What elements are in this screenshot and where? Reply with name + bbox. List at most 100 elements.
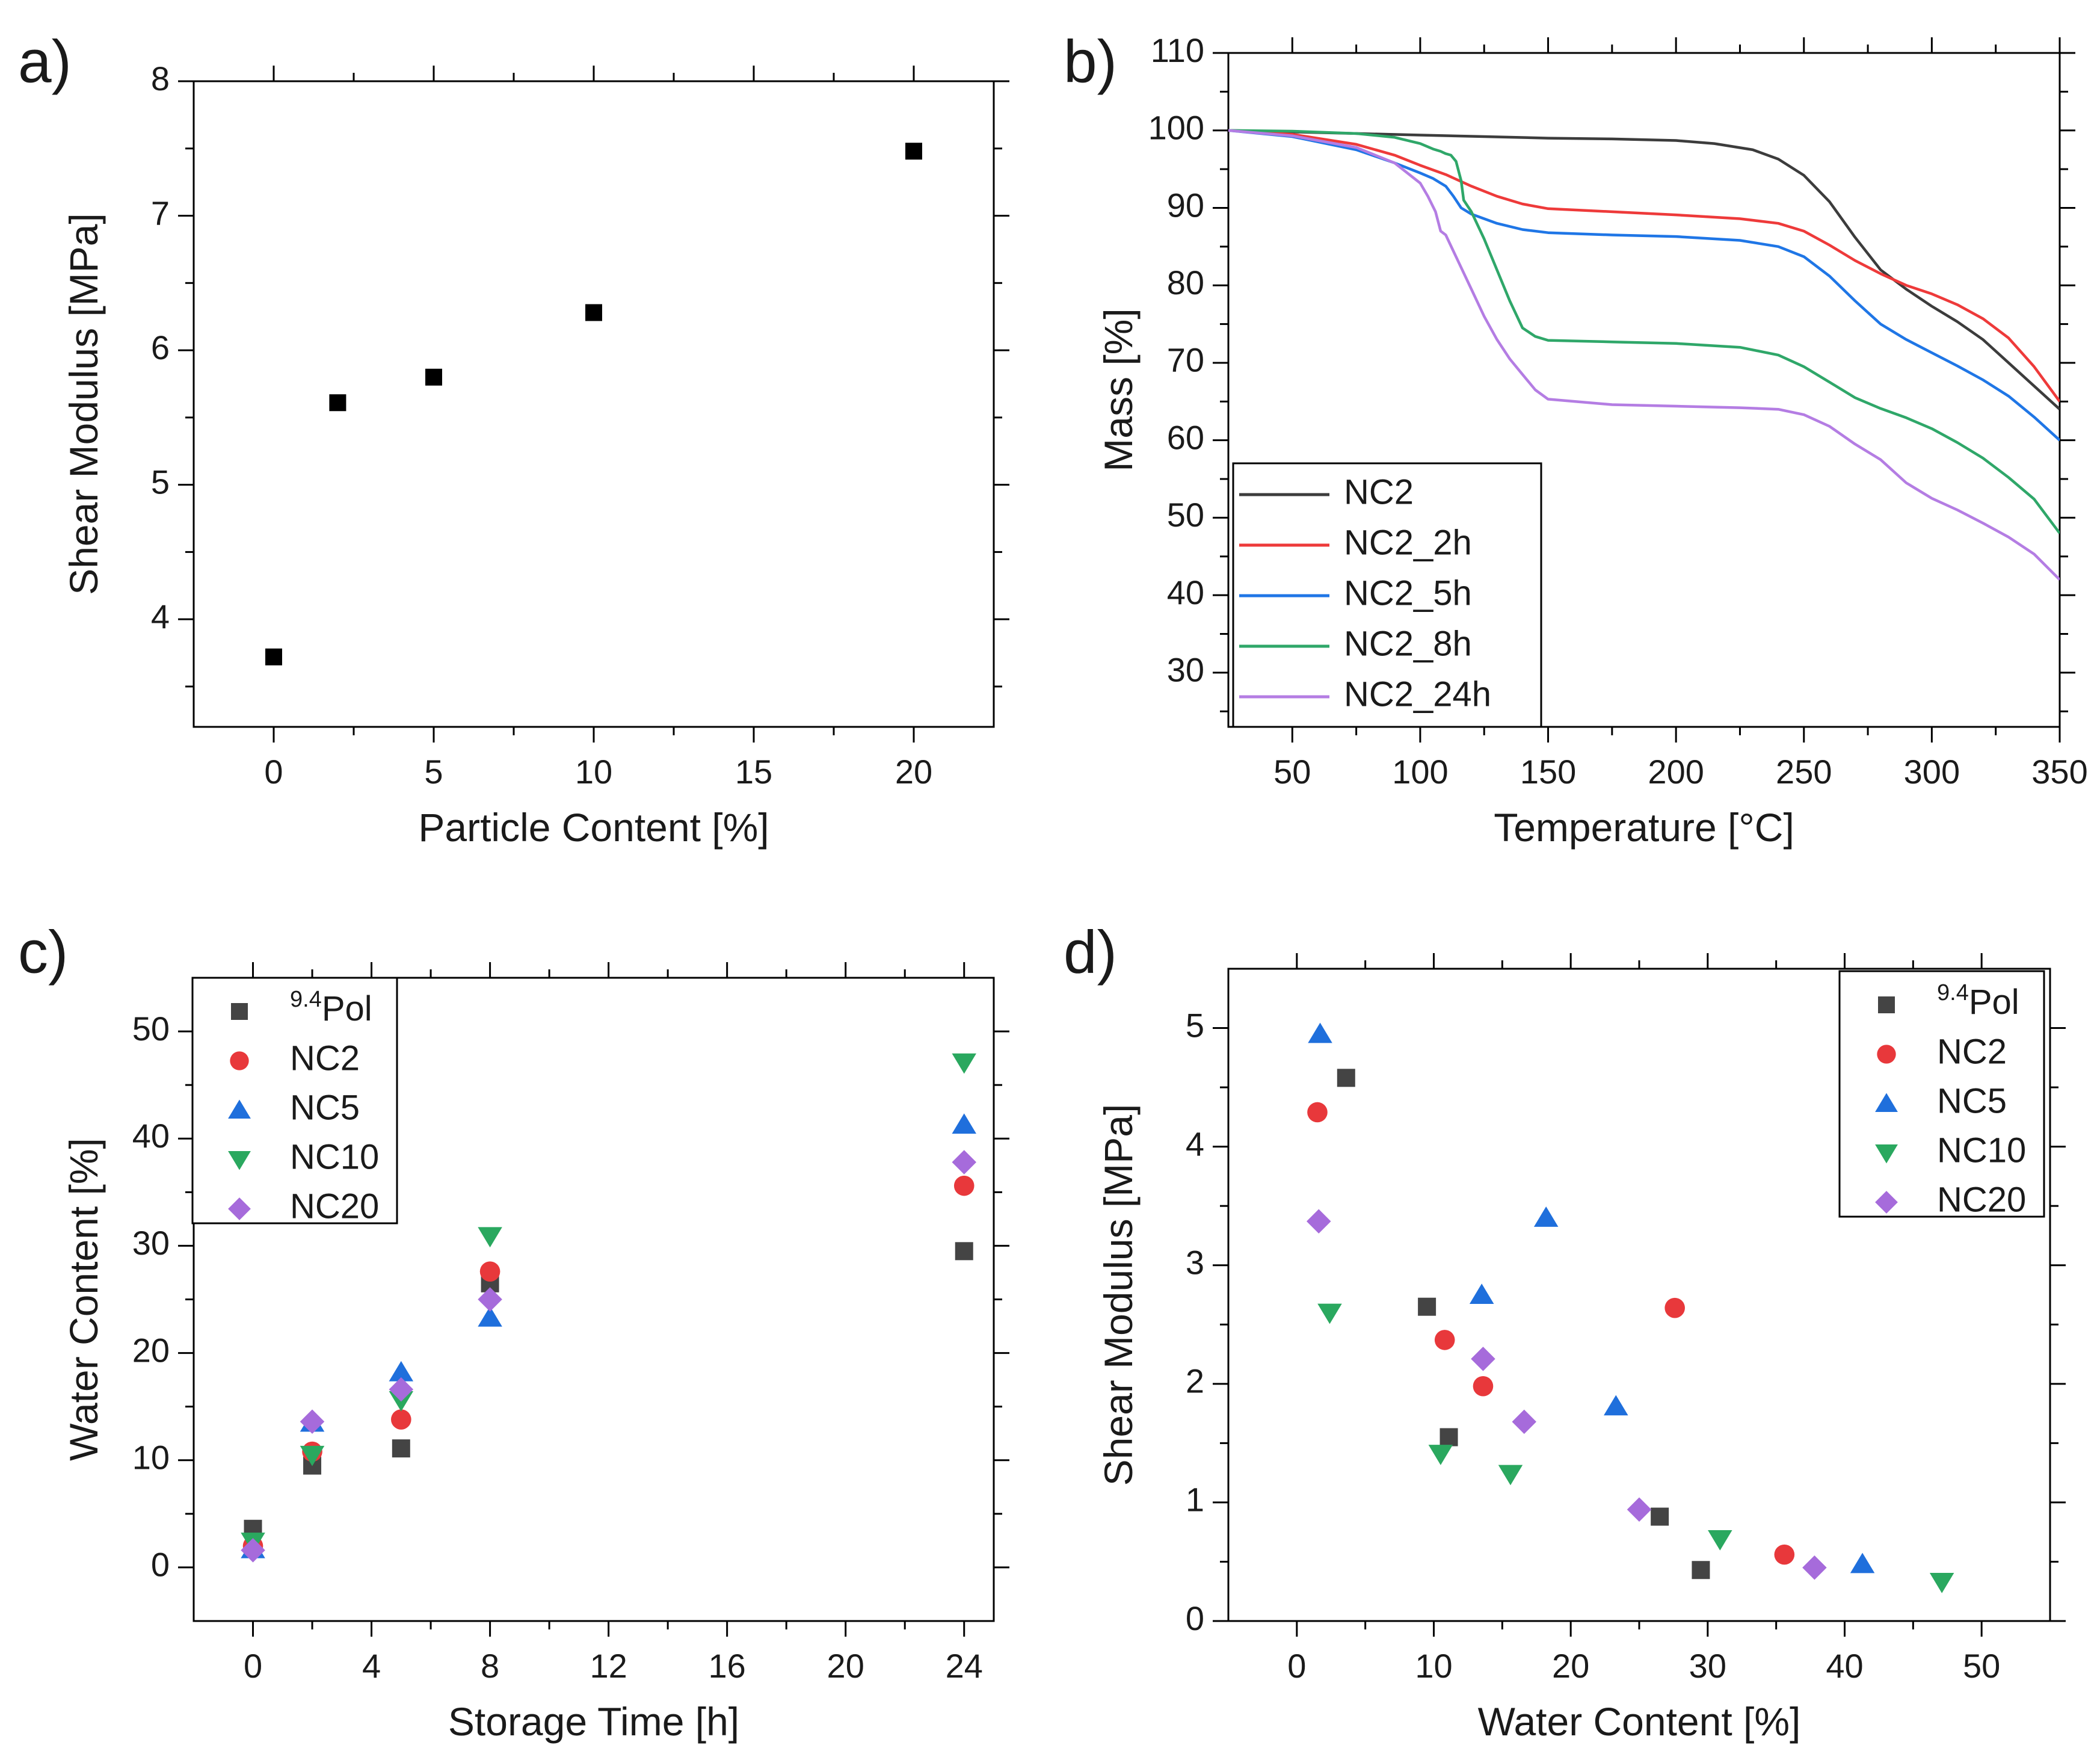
x-tick-label: 200 xyxy=(1648,753,1704,791)
x-tick-label: 0 xyxy=(264,753,283,791)
legend-marker xyxy=(228,1197,251,1220)
x-tick-label: 8 xyxy=(481,1647,499,1685)
data-point-9-4pol xyxy=(392,1439,410,1458)
data-point-9-4pol xyxy=(1692,1561,1710,1579)
series-lines xyxy=(1228,129,2060,581)
x-tick-label: 50 xyxy=(1963,1647,2000,1685)
y-tick-label: 7 xyxy=(151,194,170,232)
data-point-nc5 xyxy=(389,1360,414,1382)
legend-marker xyxy=(230,1051,249,1070)
x-axis-label: Storage Time [h] xyxy=(448,1699,739,1744)
x-tick-label: 100 xyxy=(1392,753,1448,791)
data-point-shear-modulus xyxy=(265,648,282,665)
data-point-shear-modulus xyxy=(585,304,602,321)
y-tick-label: 2 xyxy=(1186,1362,1204,1400)
legend-label: NC20 xyxy=(290,1187,379,1226)
data-point-nc2 xyxy=(479,1261,500,1282)
data-point-nc20 xyxy=(389,1377,414,1402)
data-point-nc2 xyxy=(1307,1102,1328,1123)
data-point-nc10 xyxy=(952,1053,976,1074)
legend-marker xyxy=(1878,996,1895,1013)
data-point-nc2 xyxy=(1664,1297,1685,1318)
data-point-nc20 xyxy=(1512,1409,1537,1434)
panel-c: c) 0 4 8 12 16 20 24 0 10 20 30 40 50 Storage Time [h]… xyxy=(18,918,1009,1744)
x-tick-label: 50 xyxy=(1273,753,1311,791)
data-point-nc2 xyxy=(1434,1330,1455,1350)
y-tick-label: 6 xyxy=(151,329,170,366)
legend-label: NC2 xyxy=(290,1039,360,1078)
data-point-nc10 xyxy=(1708,1530,1732,1551)
x-tick-label: 10 xyxy=(1415,1647,1452,1685)
plot-frame xyxy=(1227,52,2061,728)
y-tick-label: 5 xyxy=(151,463,170,501)
data-point-nc10 xyxy=(1498,1465,1523,1486)
data-point-nc5 xyxy=(478,1306,502,1327)
data-point-9-4pol xyxy=(955,1242,973,1261)
legend-marker xyxy=(1877,1045,1896,1064)
panel-label: b) xyxy=(1064,28,1117,95)
data-point-nc5 xyxy=(1308,1022,1332,1043)
data-point-nc2 xyxy=(391,1409,411,1430)
x-tick-label: 40 xyxy=(1826,1647,1863,1685)
x-axis-label: Water Content [%] xyxy=(1478,1699,1801,1744)
data-point-nc10 xyxy=(1317,1303,1342,1324)
y-tick-label: 0 xyxy=(151,1546,170,1584)
data-point-shear-modulus xyxy=(425,368,442,386)
data-point-9-4pol xyxy=(1440,1428,1458,1447)
y-tick-label: 0 xyxy=(1186,1599,1204,1637)
y-tick-label: 3 xyxy=(1186,1244,1204,1282)
legend-box xyxy=(1838,970,2045,1218)
legend-label-main: Pol xyxy=(322,989,372,1028)
x-axis-label: Temperature [°C] xyxy=(1494,805,1794,850)
legend-box xyxy=(191,977,398,1224)
data-point-nc20 xyxy=(1471,1347,1495,1371)
x-tick-label: 0 xyxy=(1287,1647,1306,1685)
y-axis-label: Water Content [%] xyxy=(61,1138,106,1461)
x-tick-label: 20 xyxy=(1552,1647,1589,1685)
legend-label: NC2 xyxy=(1344,472,1414,511)
legend-label: NC2_8h xyxy=(1344,624,1472,663)
legend-label: NC10 xyxy=(1937,1131,2026,1170)
y-tick-label: 40 xyxy=(132,1117,170,1155)
legend-label: NC2_24h xyxy=(1344,675,1491,714)
data-point-nc20 xyxy=(952,1150,976,1175)
y-tick-label: 8 xyxy=(151,60,170,97)
data-point-nc10 xyxy=(1929,1572,1954,1593)
data-point-nc5 xyxy=(952,1113,976,1134)
x-tick-label: 15 xyxy=(735,753,772,791)
series-line-nc2-24h xyxy=(1228,129,2060,581)
legend-label: NC5 xyxy=(1937,1081,2007,1120)
data-point-nc2 xyxy=(1774,1544,1795,1565)
legend-label: NC5 xyxy=(290,1088,360,1127)
data-point-shear-modulus xyxy=(905,143,922,160)
legend-label: 9.4Pol xyxy=(1937,980,2019,1022)
y-tick-label: 1 xyxy=(1186,1481,1204,1519)
plot-frame xyxy=(192,80,995,728)
legend-label: NC20 xyxy=(1937,1180,2026,1219)
y-tick-label: 100 xyxy=(1148,109,1204,147)
x-tick-label: 10 xyxy=(575,753,612,791)
data-point-nc2 xyxy=(1473,1376,1494,1397)
y-tick-label: 30 xyxy=(1167,651,1204,689)
panel-b: b) 50 100 150 200 250 300 350 30 40 50 60 70 80 90 100 1… xyxy=(1064,28,2088,850)
y-tick-label: 40 xyxy=(1167,573,1204,611)
data-point-shear-modulus xyxy=(329,394,346,412)
x-tick-label: 24 xyxy=(946,1647,983,1685)
data-point-nc20 xyxy=(478,1287,502,1312)
y-tick-label: 90 xyxy=(1167,186,1204,224)
x-tick-label: 150 xyxy=(1520,753,1576,791)
panel-label: c) xyxy=(18,918,68,986)
y-tick-label: 4 xyxy=(151,598,170,635)
legend-label-main: Pol xyxy=(1969,983,2019,1022)
x-tick-label: 350 xyxy=(2031,753,2087,791)
data-point-nc20 xyxy=(300,1409,325,1434)
data-point-9-4pol xyxy=(1337,1069,1355,1087)
x-tick-label: 0 xyxy=(244,1647,262,1685)
y-tick-label: 4 xyxy=(1186,1125,1204,1163)
legend-label-superscript: 9.4 xyxy=(1937,980,1969,1005)
y-tick-label: 30 xyxy=(132,1224,170,1262)
y-axis-label: Shear Modulus [MPa] xyxy=(61,213,106,595)
x-tick-label: 5 xyxy=(424,753,443,791)
data-point-nc5 xyxy=(1469,1283,1494,1304)
x-tick-label: 4 xyxy=(362,1647,381,1685)
